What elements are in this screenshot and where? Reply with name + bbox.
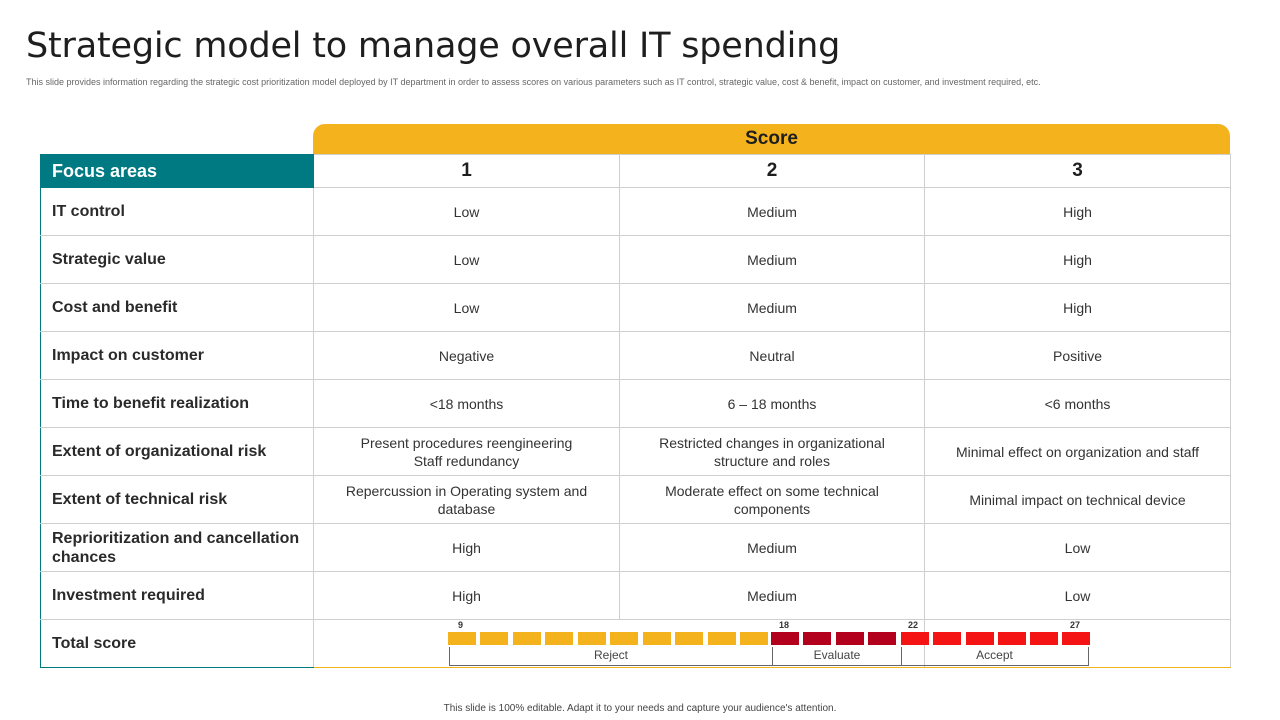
table-row: Strategic value Low Medium High [40, 235, 1231, 284]
score-column-header: 2 [619, 154, 925, 188]
table-cell: Low [313, 283, 620, 332]
table-cell: Low [313, 187, 620, 236]
accept-band-label: Accept [901, 647, 1089, 666]
table-cell: Neutral [619, 331, 925, 380]
focus-area-label: Impact on customer [40, 331, 314, 380]
page-subtitle: This slide provides information regardin… [26, 77, 1041, 87]
table-row: Extent of technical risk Repercussion in… [40, 475, 1231, 524]
table-cell: Low [924, 571, 1231, 620]
score-tick: 9 [458, 620, 464, 630]
table-row: Impact on customer Negative Neutral Posi… [40, 331, 1231, 380]
table-cell: Low [924, 523, 1231, 572]
table-cell: Medium [619, 187, 925, 236]
table-row: Investment required High Medium Low [40, 571, 1231, 620]
table-cell: Minimal effect on organization and staff [924, 427, 1231, 476]
score-header-label: Score [745, 128, 798, 149]
evaluate-segment [803, 632, 831, 645]
table-cell: High [313, 523, 620, 572]
table-cell: Medium [619, 571, 925, 620]
total-score-label: Total score [40, 619, 314, 668]
table-cell: Medium [619, 283, 925, 332]
table-cell: Negative [313, 331, 620, 380]
table-header-row: Focus areas 1 2 3 [40, 154, 1231, 188]
score-tick: 18 [779, 620, 790, 630]
score-meter: 9 18 22 27 Reject Evaluate Accept [0, 620, 1280, 670]
page-title: Strategic model to manage overall IT spe… [26, 26, 841, 66]
accept-segment [1030, 632, 1058, 645]
accept-segment [1062, 632, 1090, 645]
focus-areas-header: Focus areas [40, 154, 314, 188]
focus-area-label: Time to benefit realization [40, 379, 314, 428]
reject-segment [578, 632, 606, 645]
reject-segment [545, 632, 573, 645]
reject-band-label: Reject [449, 647, 773, 666]
table-cell: <6 months [924, 379, 1231, 428]
reject-segment [480, 632, 508, 645]
table-cell: Medium [619, 235, 925, 284]
table-cell: High [313, 571, 620, 620]
table-cell: High [924, 283, 1231, 332]
accept-segment [933, 632, 961, 645]
reject-segment [448, 632, 476, 645]
evaluate-segment [771, 632, 799, 645]
reject-segment [675, 632, 703, 645]
reject-segment [708, 632, 736, 645]
footer-note: This slide is 100% editable. Adapt it to… [443, 703, 837, 714]
table-cell: <18 months [313, 379, 620, 428]
table-row: Extent of organizational risk Present pr… [40, 427, 1231, 476]
accept-segment [901, 632, 929, 645]
evaluate-segment [868, 632, 896, 645]
table-cell: Positive [924, 331, 1231, 380]
focus-area-label: Investment required [40, 571, 314, 620]
table-cell: 6 – 18 months [619, 379, 925, 428]
table-cell: Low [313, 235, 620, 284]
focus-area-label: Cost and benefit [40, 283, 314, 332]
table-cell: Minimal impact on technical device [924, 475, 1231, 524]
accept-segment [998, 632, 1026, 645]
score-column-header: 3 [924, 154, 1231, 188]
focus-area-label: Reprioritization and cancellation chance… [40, 523, 314, 572]
table-cell: Restricted changes in organizational str… [619, 427, 925, 476]
score-header: Score [313, 124, 1230, 154]
evaluate-band-label: Evaluate [772, 647, 902, 666]
reject-segment [513, 632, 541, 645]
scoring-table: Focus areas 1 2 3 IT control Low Medium … [40, 154, 1231, 668]
focus-area-label: Extent of technical risk [40, 475, 314, 524]
score-tick: 22 [908, 620, 919, 630]
table-cell: Repercussion in Operating system and dat… [313, 475, 620, 524]
accept-segment [966, 632, 994, 645]
score-column-header: 1 [313, 154, 620, 188]
focus-area-label: Strategic value [40, 235, 314, 284]
table-cell: Moderate effect on some technical compon… [619, 475, 925, 524]
table-cell: High [924, 187, 1231, 236]
focus-area-label: IT control [40, 187, 314, 236]
table-cell: Medium [619, 523, 925, 572]
reject-segment [740, 632, 768, 645]
table-cell: Present procedures reengineering Staff r… [313, 427, 620, 476]
table-row: IT control Low Medium High [40, 187, 1231, 236]
table-row: Cost and benefit Low Medium High [40, 283, 1231, 332]
table-row: Reprioritization and cancellation chance… [40, 523, 1231, 572]
score-tick: 27 [1070, 620, 1081, 630]
focus-area-label: Extent of organizational risk [40, 427, 314, 476]
table-row: Time to benefit realization <18 months 6… [40, 379, 1231, 428]
reject-segment [643, 632, 671, 645]
evaluate-segment [836, 632, 864, 645]
table-cell: High [924, 235, 1231, 284]
reject-segment [610, 632, 638, 645]
